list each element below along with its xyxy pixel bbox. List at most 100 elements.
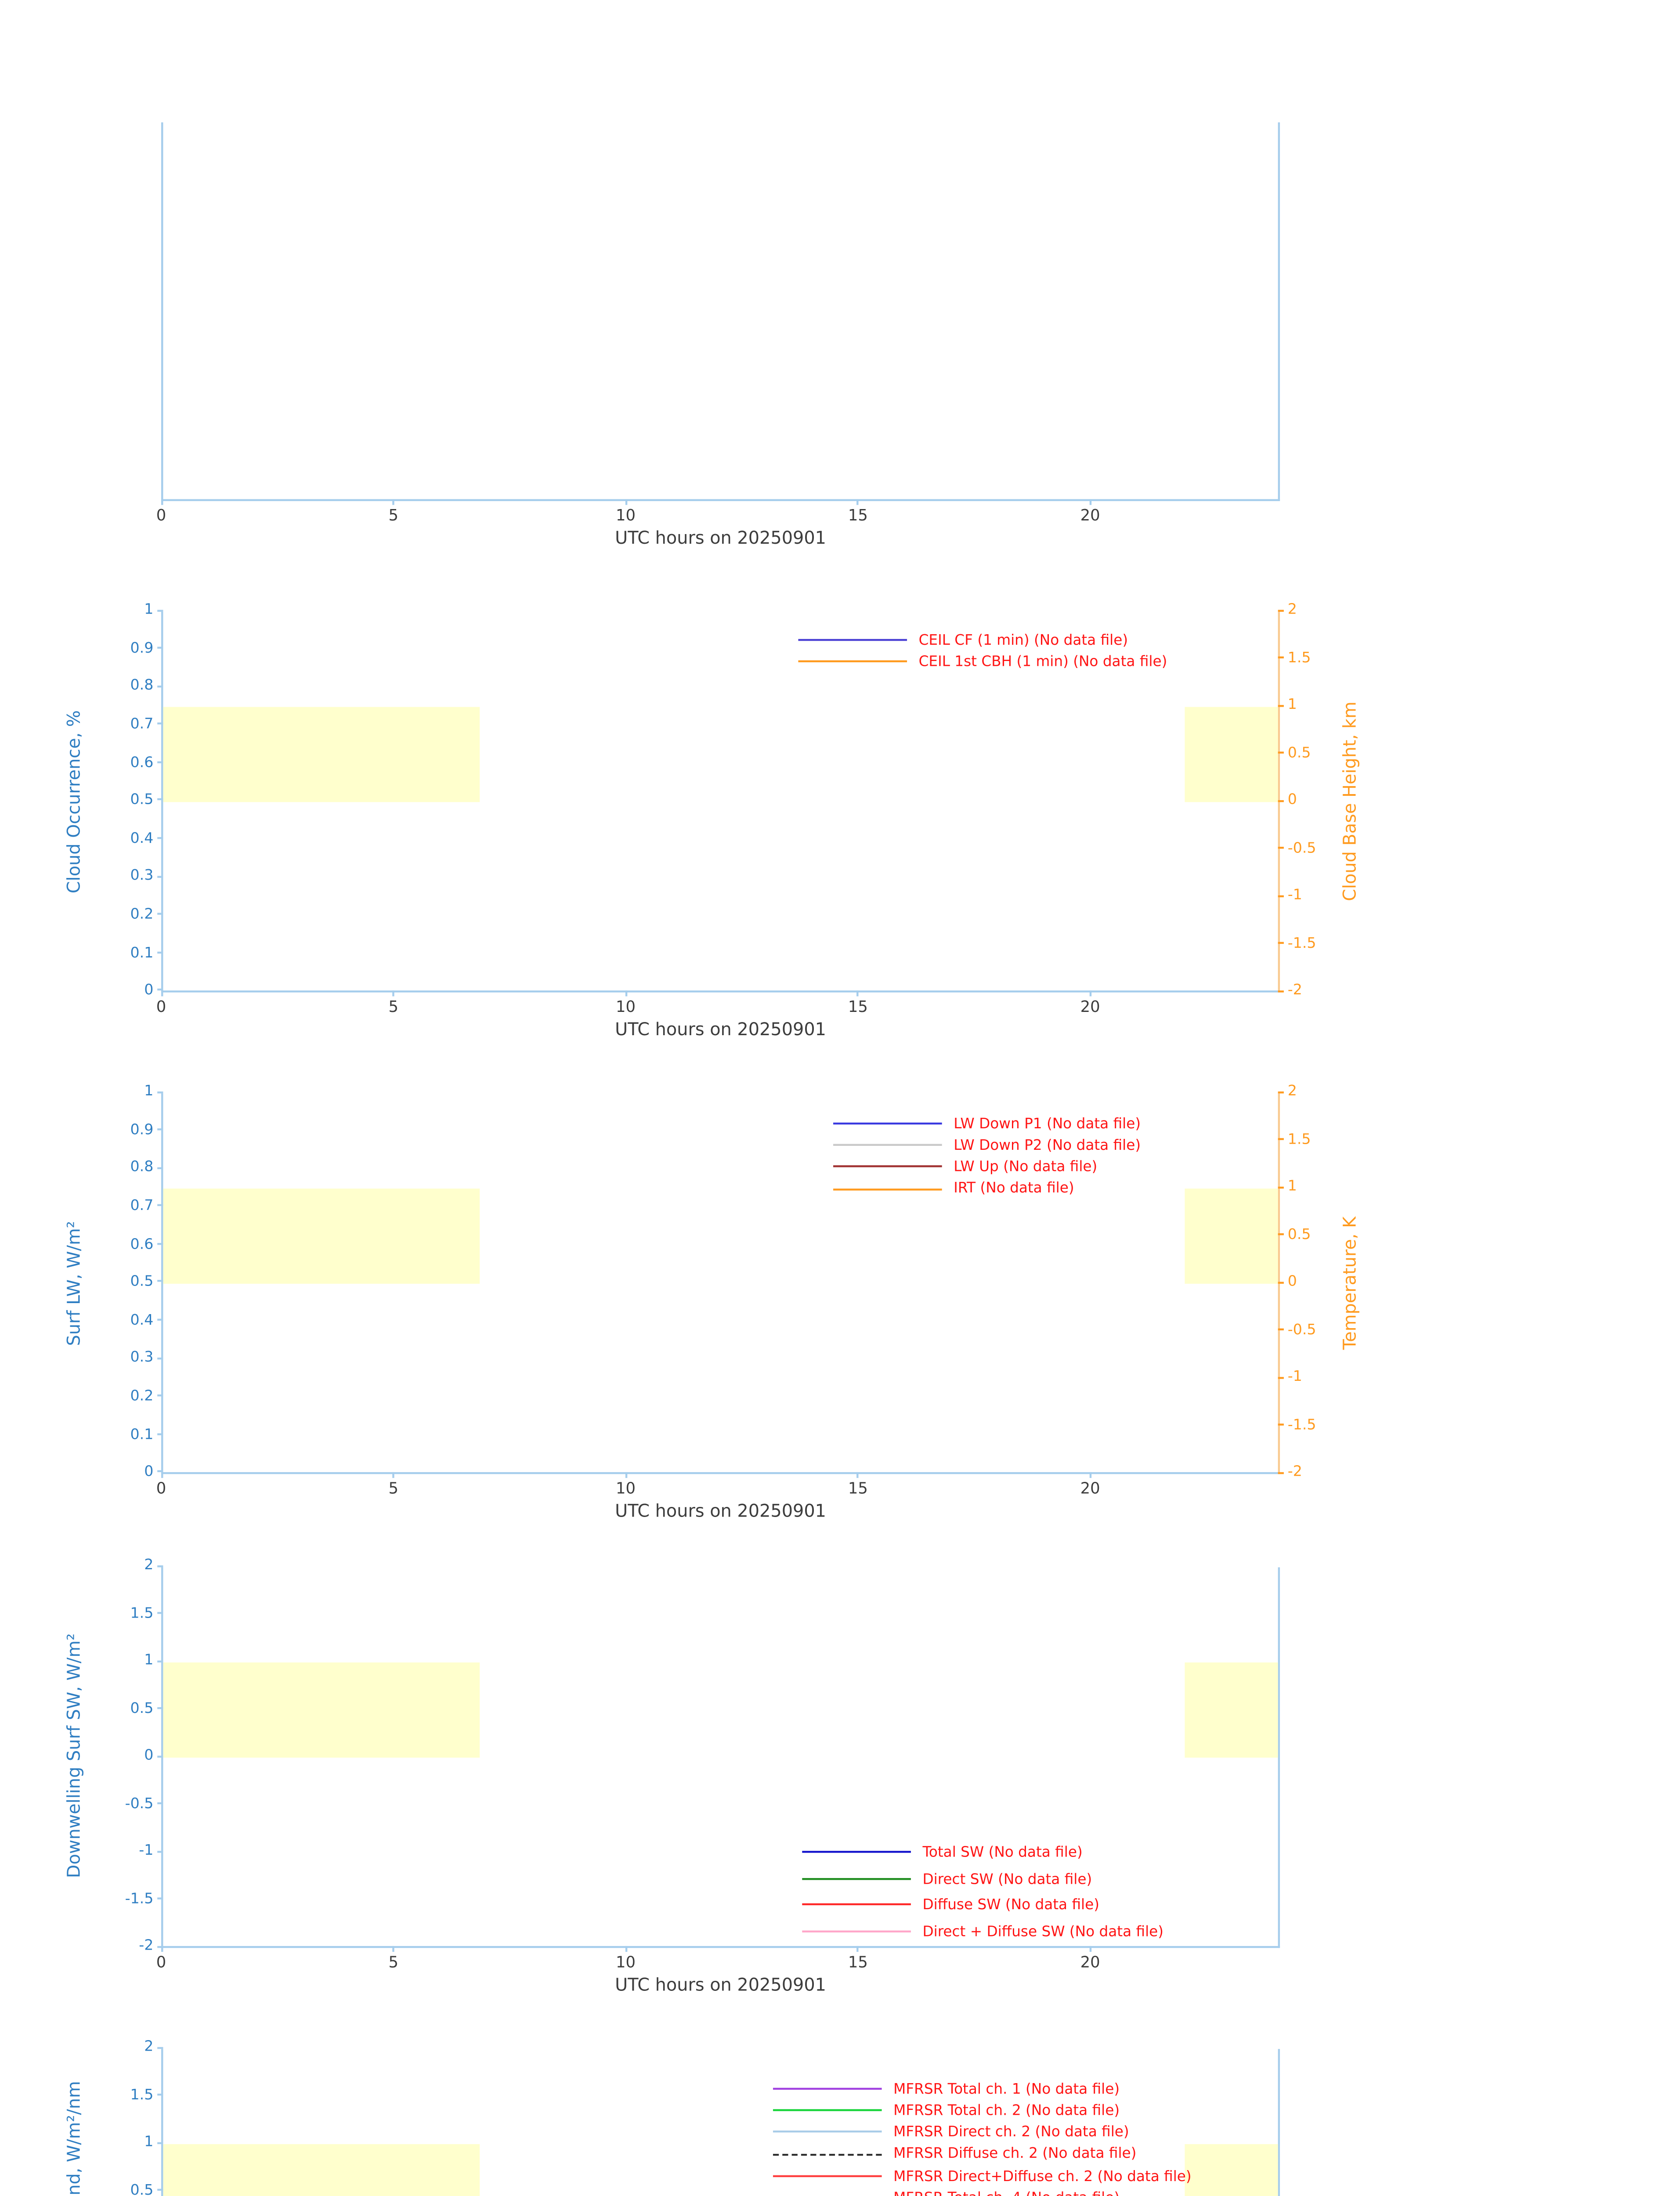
tick-mark — [157, 1802, 163, 1805]
tick-mark — [1278, 1281, 1284, 1283]
legend-label: Diffuse SW (No data file) — [922, 1896, 1100, 1914]
tick-mark — [157, 1395, 163, 1397]
tick-mark — [625, 990, 627, 997]
x-axis-label: UTC hours on 20250901 — [615, 1021, 827, 1041]
tick-mark — [157, 647, 163, 649]
plot-area: 0 5 10 15 — [156, 122, 1280, 549]
shading-band — [1185, 1662, 1278, 1757]
y-tick-label: 2 — [1287, 1082, 1297, 1100]
y-tick-label: 0.8 — [130, 1158, 154, 1176]
tick-mark — [157, 1318, 163, 1321]
tick-mark — [392, 1472, 395, 1478]
y-tick-label: 1 — [144, 1082, 154, 1100]
tick-mark — [1278, 704, 1284, 706]
tick-mark — [392, 990, 395, 997]
tick-mark — [1278, 799, 1284, 802]
x-tick-label: 15 — [848, 1954, 868, 1972]
y-tick-label: -1 — [1287, 1368, 1302, 1385]
legend-line-swatch — [773, 2109, 882, 2112]
legend-label: Direct SW (No data file) — [922, 1870, 1092, 1887]
legend-label: MFRSR Diffuse ch. 2 (No data file) — [893, 2145, 1137, 2163]
tick-mark — [1278, 1471, 1284, 1474]
tick-mark — [1278, 990, 1284, 992]
y-tick-label: -0.5 — [1287, 838, 1316, 856]
shading-band — [1185, 1188, 1278, 1283]
y-tick-label: 0.9 — [130, 1120, 154, 1138]
y-axis-ticks-left: 1 0.9 0.8 0.7 — [130, 603, 163, 997]
x-tick-label: 20 — [1080, 1954, 1100, 1972]
legend-item: CEIL 1st CBH (1 min) (No data file) — [798, 651, 1167, 672]
y-tick-label: 0 — [144, 1463, 154, 1481]
shading-band — [163, 1662, 479, 1757]
tick-mark — [392, 1946, 395, 1952]
x-tick-label: 20 — [1080, 507, 1100, 524]
tick-mark — [857, 990, 859, 997]
y-tick-label: 0.3 — [130, 867, 154, 885]
y-tick-label: 1 — [1287, 1177, 1297, 1195]
x-tick-label: 0 — [156, 507, 166, 524]
tick-mark — [1089, 499, 1091, 505]
x-axis-ticks: 0 5 10 15 — [156, 1472, 1100, 1498]
tick-mark — [160, 499, 163, 505]
tick-mark — [157, 799, 163, 801]
legend: CEIL CF (1 min) (No data file) CEIL 1st … — [798, 629, 1167, 673]
tick-mark — [157, 951, 163, 954]
x-tick-label: 5 — [388, 1480, 399, 1498]
shading-band — [1185, 706, 1278, 802]
shading-band — [1185, 2143, 1278, 2196]
x-tick-label: 10 — [616, 998, 636, 1016]
y-tick-label: 0.6 — [130, 753, 154, 770]
y-tick-label: 1 — [144, 600, 154, 618]
legend-line-swatch — [802, 1904, 911, 1907]
legend-label: CEIL 1st CBH (1 min) (No data file) — [918, 653, 1167, 670]
tick-mark — [157, 1849, 163, 1852]
legend: Total SW (No data file) Direct SW (No da… — [802, 1839, 1163, 1945]
x-tick-label: 0 — [156, 1954, 166, 1972]
y-tick-label: 0.5 — [130, 791, 154, 809]
tick-mark — [857, 499, 859, 505]
legend-line-swatch — [798, 661, 907, 663]
x-tick-label: 10 — [616, 1480, 636, 1498]
y-tick-label: 0.5 — [1287, 1225, 1311, 1242]
x-axis-ticks: 0 5 10 15 — [156, 1946, 1100, 1972]
y-tick-label: 0.9 — [130, 639, 154, 656]
legend-item: LW Up (No data file) — [833, 1156, 1141, 1178]
x-tick-label: 5 — [388, 998, 399, 1016]
tick-mark — [857, 1946, 859, 1952]
tick-mark — [1278, 1090, 1284, 1093]
y-tick-label: 0 — [144, 1746, 154, 1764]
tick-mark — [157, 1128, 163, 1131]
y-tick-label: 0.1 — [130, 1424, 154, 1442]
plot-area: 2 1.5 1 0.5 — [66, 2040, 1280, 2196]
legend-item: MFRSR Total ch. 4 (No data file) — [773, 2187, 1192, 2196]
x-tick-label: 0 — [156, 998, 166, 1016]
y-tick-label: 0.6 — [130, 1234, 154, 1252]
y-axis-ticks-right: 2 1.5 1 0.5 — [1278, 1084, 1316, 1478]
y-tick-label: 1.5 — [1287, 1130, 1311, 1148]
y-tick-label: 2 — [144, 1556, 154, 1574]
y-axis-label-right: Temperature, K — [1342, 1216, 1362, 1350]
tick-mark — [1278, 1185, 1284, 1188]
y-tick-label: 0 — [1287, 791, 1297, 809]
legend-line-swatch — [773, 2088, 882, 2090]
legend-item: MFRSR Total ch. 2 (No data file) — [773, 2100, 1192, 2121]
y-tick-label: -1.5 — [125, 1889, 154, 1907]
y-axis-ticks-left: 2 1.5 1 0.5 — [125, 2040, 163, 2196]
tick-mark — [1278, 1138, 1284, 1140]
legend-line-swatch — [802, 1930, 911, 1933]
legend-label: CEIL CF (1 min) (No data file) — [918, 631, 1128, 649]
y-tick-label: 0.4 — [130, 1311, 154, 1328]
tick-mark — [1278, 846, 1284, 849]
y-tick-label: 1 — [144, 2133, 154, 2151]
legend-line-swatch — [802, 1878, 911, 1880]
tick-mark — [1278, 942, 1284, 944]
y-tick-label: 1.5 — [130, 2085, 154, 2103]
legend-line-swatch — [773, 2174, 882, 2177]
y-tick-label: 0.5 — [130, 1699, 154, 1716]
tick-mark — [1089, 1946, 1091, 1952]
x-tick-label: 20 — [1080, 1480, 1100, 1498]
legend-item: IRT (No data file) — [833, 1178, 1141, 1199]
y-tick-label: 1.5 — [1287, 648, 1311, 666]
y-tick-label: 0.7 — [130, 715, 154, 733]
